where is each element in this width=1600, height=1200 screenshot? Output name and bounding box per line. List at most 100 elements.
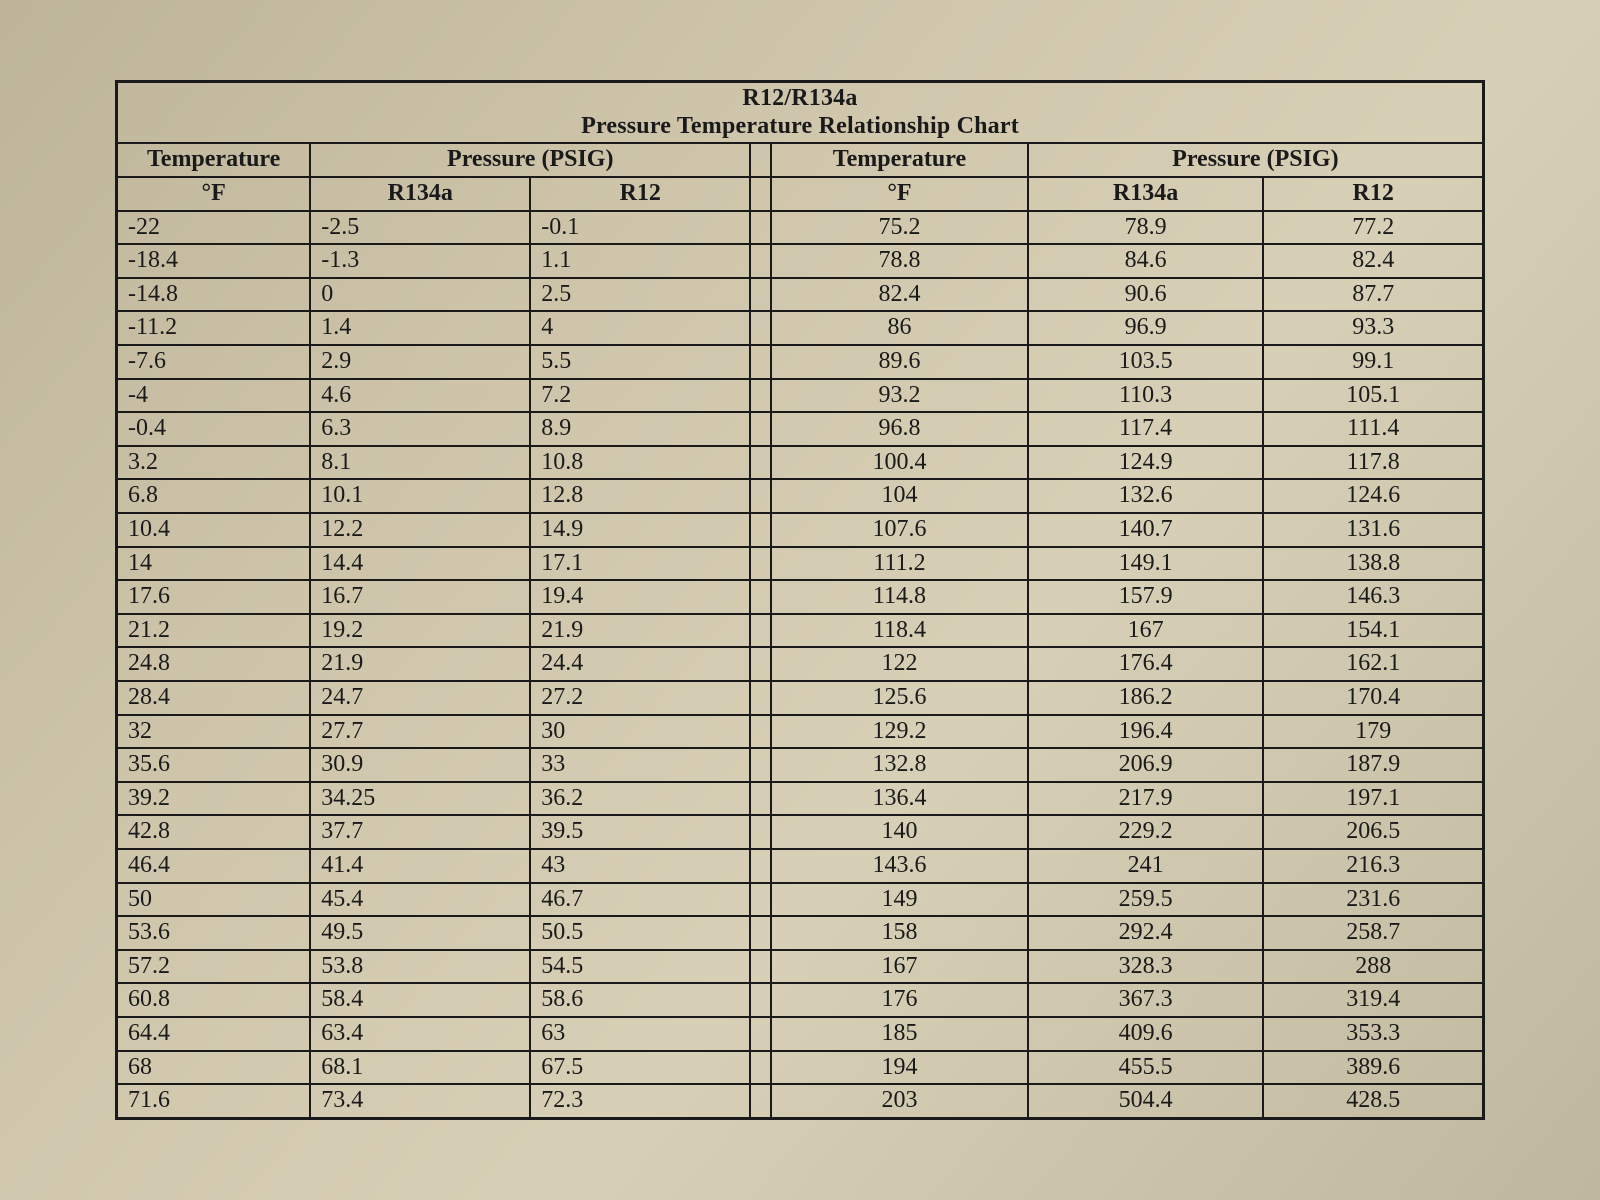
header-r12-right: R12 — [1263, 177, 1483, 211]
cell-r12-right: 146.3 — [1263, 580, 1483, 614]
cell-r134a-left: 2.9 — [310, 345, 530, 379]
cell-temp-right: 82.4 — [771, 278, 1028, 312]
table-row: -22-2.5-0.175.278.977.2 — [117, 211, 1484, 245]
cell-r134a-left: 58.4 — [310, 983, 530, 1017]
gutter-cell — [750, 681, 771, 715]
cell-r12-right: 197.1 — [1263, 782, 1483, 816]
cell-r134a-right: 367.3 — [1028, 983, 1264, 1017]
table-row: 1414.417.1111.2149.1138.8 — [117, 547, 1484, 581]
cell-r134a-right: 196.4 — [1028, 715, 1264, 749]
gutter-cell — [750, 379, 771, 413]
table-row: 24.821.924.4122176.4162.1 — [117, 647, 1484, 681]
cell-r134a-right: 241 — [1028, 849, 1264, 883]
cell-r134a-left: 41.4 — [310, 849, 530, 883]
cell-r12-right: 162.1 — [1263, 647, 1483, 681]
header-unit-f-right: °F — [771, 177, 1028, 211]
cell-temp-right: 167 — [771, 950, 1028, 984]
cell-r134a-right: 455.5 — [1028, 1051, 1264, 1085]
gutter-cell — [750, 614, 771, 648]
cell-r12-right: 170.4 — [1263, 681, 1483, 715]
cell-r12-left: 19.4 — [530, 580, 750, 614]
table-row: 5045.446.7149259.5231.6 — [117, 883, 1484, 917]
cell-r12-left: 2.5 — [530, 278, 750, 312]
cell-r12-right: 105.1 — [1263, 379, 1483, 413]
cell-r12-left: 72.3 — [530, 1084, 750, 1118]
cell-r134a-right: 132.6 — [1028, 479, 1264, 513]
cell-r12-right: 206.5 — [1263, 815, 1483, 849]
cell-r134a-right: 117.4 — [1028, 412, 1264, 446]
cell-r12-left: 30 — [530, 715, 750, 749]
cell-r12-right: 117.8 — [1263, 446, 1483, 480]
gutter-cell — [750, 815, 771, 849]
cell-r12-right: 231.6 — [1263, 883, 1483, 917]
cell-r134a-right: 259.5 — [1028, 883, 1264, 917]
chart-title-line1: R12/R134a — [128, 85, 1472, 113]
cell-r12-right: 93.3 — [1263, 311, 1483, 345]
cell-temp-right: 176 — [771, 983, 1028, 1017]
cell-r12-left: 33 — [530, 748, 750, 782]
cell-r12-right: 288 — [1263, 950, 1483, 984]
chart-sheet: R12/R134a Pressure Temperature Relations… — [115, 80, 1485, 1119]
cell-r134a-right: 504.4 — [1028, 1084, 1264, 1118]
cell-r134a-right: 78.9 — [1028, 211, 1264, 245]
cell-temp-right: 132.8 — [771, 748, 1028, 782]
table-row: 3.28.110.8100.4124.9117.8 — [117, 446, 1484, 480]
cell-r12-left: 54.5 — [530, 950, 750, 984]
cell-r134a-left: 0 — [310, 278, 530, 312]
cell-temp-left: 24.8 — [117, 647, 311, 681]
cell-r134a-left: 34.25 — [310, 782, 530, 816]
cell-r134a-right: 124.9 — [1028, 446, 1264, 480]
cell-temp-left: 6.8 — [117, 479, 311, 513]
cell-r12-left: 67.5 — [530, 1051, 750, 1085]
cell-temp-left: 21.2 — [117, 614, 311, 648]
cell-r12-left: 36.2 — [530, 782, 750, 816]
cell-r134a-left: 30.9 — [310, 748, 530, 782]
cell-r134a-left: 8.1 — [310, 446, 530, 480]
cell-r134a-right: 167 — [1028, 614, 1264, 648]
cell-r12-right: 258.7 — [1263, 916, 1483, 950]
cell-r12-left: 24.4 — [530, 647, 750, 681]
table-row: 42.837.739.5140229.2206.5 — [117, 815, 1484, 849]
cell-r134a-left: 45.4 — [310, 883, 530, 917]
gutter-cell — [750, 748, 771, 782]
cell-temp-left: 57.2 — [117, 950, 311, 984]
cell-r134a-left: 4.6 — [310, 379, 530, 413]
cell-temp-right: 111.2 — [771, 547, 1028, 581]
cell-temp-right: 203 — [771, 1084, 1028, 1118]
cell-r12-left: 58.6 — [530, 983, 750, 1017]
cell-temp-left: 14 — [117, 547, 311, 581]
gutter-cell — [750, 715, 771, 749]
cell-temp-left: 50 — [117, 883, 311, 917]
cell-r134a-left: 10.1 — [310, 479, 530, 513]
gutter-cell — [750, 849, 771, 883]
gutter-cell — [750, 479, 771, 513]
header-unit-f-left: °F — [117, 177, 311, 211]
gutter-cell — [750, 446, 771, 480]
gutter-cell — [750, 883, 771, 917]
cell-r134a-left: 73.4 — [310, 1084, 530, 1118]
table-row: 6.810.112.8104132.6124.6 — [117, 479, 1484, 513]
cell-temp-left: 28.4 — [117, 681, 311, 715]
table-row: 35.630.933132.8206.9187.9 — [117, 748, 1484, 782]
gutter-cell — [750, 211, 771, 245]
cell-r134a-right: 110.3 — [1028, 379, 1264, 413]
cell-temp-left: 32 — [117, 715, 311, 749]
cell-r134a-left: 6.3 — [310, 412, 530, 446]
gutter-cell — [750, 647, 771, 681]
cell-temp-left: 35.6 — [117, 748, 311, 782]
cell-r12-right: 99.1 — [1263, 345, 1483, 379]
table-row: -18.4-1.31.178.884.682.4 — [117, 244, 1484, 278]
pressure-temperature-table: R12/R134a Pressure Temperature Relations… — [115, 80, 1485, 1119]
header-r134a-left: R134a — [310, 177, 530, 211]
cell-r12-left: 5.5 — [530, 345, 750, 379]
cell-r12-left: 21.9 — [530, 614, 750, 648]
cell-r12-left: 63 — [530, 1017, 750, 1051]
cell-temp-left: 3.2 — [117, 446, 311, 480]
cell-r134a-left: -1.3 — [310, 244, 530, 278]
cell-temp-right: 143.6 — [771, 849, 1028, 883]
table-row: -11.21.448696.993.3 — [117, 311, 1484, 345]
gutter-cell — [750, 782, 771, 816]
header-temperature-right: Temperature — [771, 143, 1028, 177]
table-row: 39.234.2536.2136.4217.9197.1 — [117, 782, 1484, 816]
gutter-cell — [750, 345, 771, 379]
